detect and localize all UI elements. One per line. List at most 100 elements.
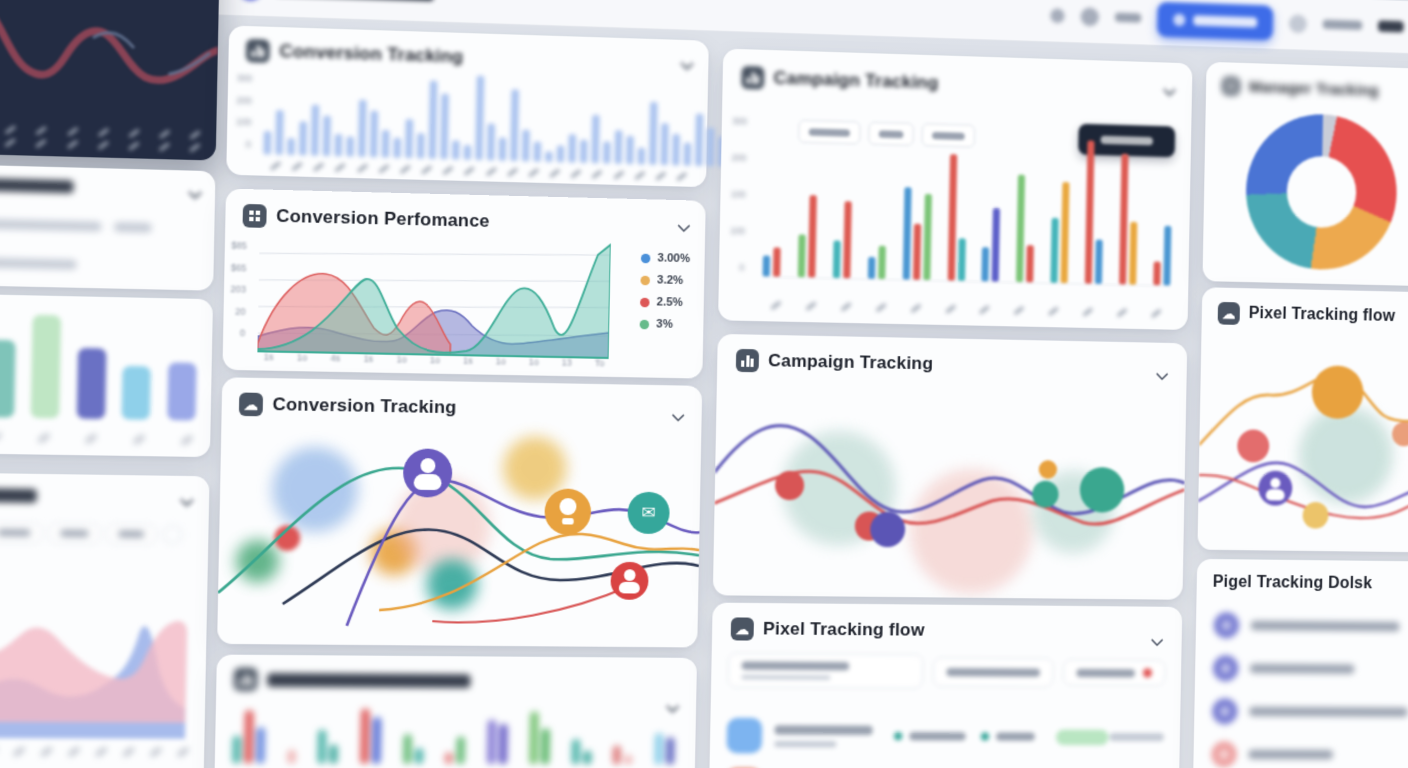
legend-item: 2.5% — [639, 296, 690, 310]
card-title: Manager Tracking — [1221, 76, 1379, 100]
filter-more-icon[interactable] — [162, 524, 183, 545]
legend-item: 3% — [639, 318, 689, 332]
donut-chart — [1244, 112, 1399, 272]
column-header-1[interactable] — [727, 652, 924, 689]
column-header-3[interactable] — [1063, 659, 1166, 686]
chart-legend: 3.00% 3.2% 2.5% 3% — [639, 252, 690, 332]
plus-icon — [1173, 12, 1186, 26]
card-title-text: Manager Tracking — [1248, 77, 1379, 100]
tracking-list — [1209, 612, 1408, 768]
chevron-down-icon[interactable] — [179, 493, 194, 507]
topbar-actions — [1050, 0, 1408, 45]
card-campaign-tracking-bars: Campaign Tracking 300 200 100 100 0 — [718, 48, 1193, 330]
notification-icon[interactable] — [1050, 7, 1065, 23]
gear-icon[interactable] — [1080, 6, 1100, 26]
x-axis-labels — [770, 300, 1162, 319]
card-donut: Manager Tracking — [1202, 61, 1408, 287]
card-left-bars — [0, 293, 213, 458]
list-item[interactable] — [1211, 741, 1408, 768]
bar-chart-icon — [233, 667, 258, 692]
chevron-down-icon[interactable] — [677, 219, 691, 233]
topbar-label-2 — [1322, 19, 1363, 31]
flow-chart — [713, 382, 1187, 600]
bar-chart-icon — [741, 65, 765, 90]
card-title-text: Conversion Tracking — [279, 40, 464, 67]
card-title: Conversion Tracking — [245, 38, 464, 69]
card-title-text: Campaign Tracking — [773, 67, 939, 93]
chevron-down-icon[interactable] — [671, 408, 685, 422]
card-title: Conversion Tracking — [238, 392, 457, 420]
card-title-text: Conversion Tracking — [272, 394, 457, 418]
flow-chart — [1197, 332, 1408, 552]
card-title-text: Conversion Perfomance — [276, 205, 490, 232]
cloud-icon — [730, 617, 754, 641]
card-title: Campaign Tracking — [735, 348, 934, 376]
grid-chart-icon — [1221, 76, 1241, 96]
left-bars-xlabels — [0, 432, 193, 446]
filter-pill[interactable] — [49, 523, 100, 544]
summary-row[interactable] — [0, 209, 152, 240]
menu-icon[interactable] — [1377, 20, 1404, 33]
card-conversion-tracking-bars: Conversion Tracking 300 200 100 0 — [226, 25, 726, 188]
card-conversion-tracking-flow: Conversion Tracking — [217, 377, 703, 648]
cluster-bar-chart — [232, 702, 675, 765]
chevron-down-icon[interactable] — [1150, 633, 1164, 647]
app-brand — [238, 0, 434, 6]
card-title-text — [267, 672, 471, 688]
table-row[interactable] — [726, 717, 1164, 755]
column-header-2[interactable] — [932, 656, 1054, 687]
chevron-down-icon[interactable] — [188, 185, 202, 200]
list-item[interactable] — [1212, 698, 1408, 725]
cloud-icon — [238, 392, 264, 417]
chevron-down-icon[interactable] — [1155, 367, 1169, 381]
grouped-bar-chart — [762, 120, 1174, 287]
card-conversion-performance: Conversion Perfomance $85 $65 203 20 0 1s 1o 4… — [222, 188, 706, 379]
card-dark-spark — [0, 0, 220, 161]
left-area-chart — [0, 586, 188, 739]
bar-chart-icon — [245, 38, 270, 63]
left-area-xticks — [0, 746, 189, 757]
donut-hole — [1286, 155, 1357, 229]
user-avatar[interactable] — [1288, 13, 1308, 33]
primary-action-label — [1193, 14, 1258, 28]
card-title: Pixel Tracking flow — [1217, 301, 1396, 328]
filter-pill[interactable] — [0, 522, 42, 543]
card-title-text: Pixel Tracking flow — [1248, 304, 1396, 326]
cloud-icon — [1217, 301, 1240, 325]
legend-item: 3.2% — [640, 274, 690, 288]
card-mini-clusters — [214, 654, 698, 768]
left-summary-rows — [0, 209, 152, 278]
list-item[interactable] — [1213, 612, 1408, 639]
x-axis-ticks — [269, 161, 688, 182]
alert-dot-icon — [1142, 668, 1153, 678]
left-summary-title — [0, 177, 74, 194]
y-axis-ticks: $85 $65 203 20 0 — [230, 239, 247, 339]
card-title: Pigel Tracking Dolsk — [1213, 573, 1373, 593]
chevron-down-icon[interactable] — [680, 56, 694, 71]
summary-row[interactable] — [0, 248, 151, 278]
dark-card-ticks — [0, 125, 201, 140]
dark-spark-chart — [0, 0, 219, 124]
card-title: Pixel Tracking flow — [730, 617, 925, 641]
table-body — [725, 703, 1165, 768]
card-title-text: Campaign Tracking — [767, 350, 934, 374]
legend-item: 3.00% — [640, 252, 690, 265]
card-title-text: Pixel Tracking flow — [762, 618, 925, 640]
chevron-down-icon[interactable] — [1163, 83, 1176, 97]
card-pixel-tracking-table: Pixel Tracking flow — [709, 602, 1183, 768]
card-title — [233, 667, 471, 693]
dark-card-ticks-2 — [0, 137, 201, 153]
flow-chart — [217, 422, 701, 647]
card-left-summary — [0, 163, 216, 291]
card-pixel-tracking-list: Pigel Tracking Dolsk — [1192, 558, 1408, 768]
card-pixel-tracking-flow-small: Pixel Tracking flow — [1197, 287, 1408, 553]
primary-action-button[interactable] — [1156, 1, 1274, 40]
grid-chart-icon — [242, 203, 267, 228]
card-title: Conversion Perfomance — [242, 203, 490, 233]
list-item[interactable] — [1212, 655, 1408, 682]
filter-pill[interactable] — [107, 524, 156, 544]
topbar-label — [1114, 12, 1142, 23]
card-title: Campaign Tracking — [741, 65, 939, 95]
